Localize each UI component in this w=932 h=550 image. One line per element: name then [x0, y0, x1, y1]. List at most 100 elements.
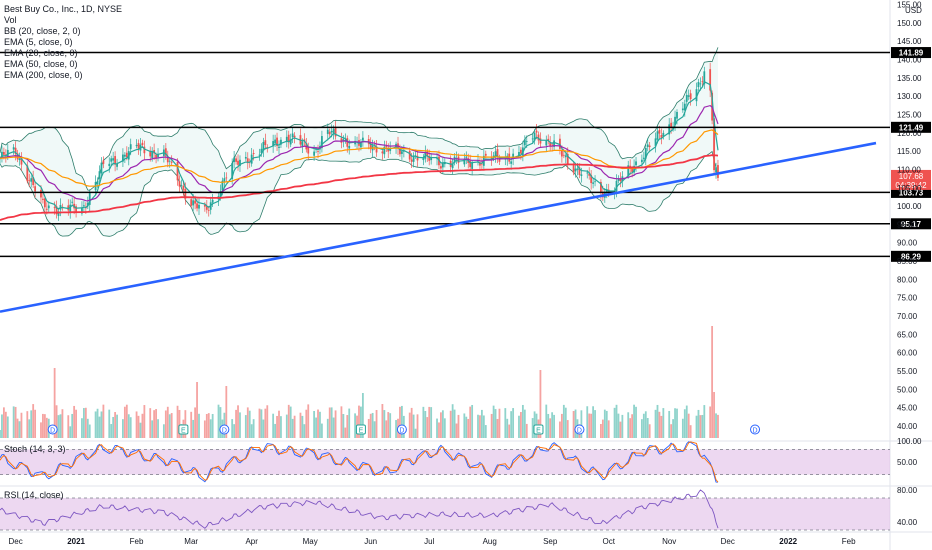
symbol-title[interactable]: Best Buy Co., Inc., 1D, NYSE [4, 4, 123, 14]
candle-body [709, 69, 712, 91]
time-tick-label: Mar [184, 537, 198, 546]
volume-bar [129, 417, 132, 438]
volume-bar [340, 406, 343, 438]
candle-body [168, 160, 171, 162]
volume-bar [149, 408, 152, 438]
volume-bar [383, 410, 386, 438]
volume-bar [644, 411, 647, 438]
price-tick-label: 120.00 [897, 129, 922, 138]
volume-bar [508, 424, 511, 438]
volume-bar [6, 416, 9, 438]
volume-bar [293, 415, 296, 438]
volume-bar [289, 406, 292, 438]
volume-bar [342, 413, 345, 438]
candle-body [307, 147, 310, 154]
volume-bar [122, 419, 124, 438]
candle-body [274, 139, 276, 143]
volume-bar [162, 424, 165, 438]
volume-bar [492, 405, 495, 438]
price-tick-label: 80.00 [897, 275, 918, 284]
trendline[interactable] [0, 141, 877, 313]
vol-label[interactable]: Vol [4, 15, 17, 25]
candle-body [235, 158, 237, 162]
candle-body [441, 162, 444, 168]
time-tick-label: Jul [424, 537, 434, 546]
candle-body [490, 157, 493, 160]
indicator-ema200[interactable]: EMA (200, close, 0) [4, 70, 83, 80]
volume-bar [681, 418, 684, 438]
candle-body [45, 208, 48, 210]
volume-bar [252, 419, 255, 438]
volume-bar [607, 420, 610, 438]
volume-bar [244, 415, 247, 438]
candle-body [321, 136, 323, 149]
candle-body [498, 158, 501, 162]
volume-bar [601, 419, 604, 438]
candle-body [375, 146, 378, 153]
earnings-marker[interactable] [178, 424, 189, 435]
volume-bar [572, 411, 575, 438]
volume-bar [317, 409, 319, 438]
indicator-ema5[interactable]: EMA (5, close, 0) [4, 37, 73, 47]
volume-bar [592, 406, 595, 438]
volume-bar [510, 411, 513, 438]
horizontal-levels[interactable]: 141.89 121.49 103.73 95.17 86.29 107.6804:39:… [0, 47, 931, 262]
volume-bar [416, 414, 419, 438]
volume-bar [135, 411, 138, 438]
volume-bar [125, 404, 128, 438]
candle-body [656, 131, 659, 140]
volume-bar [260, 409, 263, 438]
indicator-bb[interactable]: BB (20, close, 2, 0) [4, 26, 81, 36]
price-tick-label: 115.00 [897, 147, 921, 156]
volume-bar [654, 409, 657, 438]
indicator-ema20[interactable]: EMA (20, close, 0) [4, 48, 78, 58]
volume-bar [477, 414, 479, 438]
candle-body [576, 168, 579, 170]
time-tick-label: Dec [8, 537, 22, 546]
earnings-marker[interactable] [533, 424, 544, 435]
indicator-ema50[interactable]: EMA (50, close, 0) [4, 59, 78, 69]
volume-bar [640, 419, 643, 438]
dividend-marker[interactable] [396, 424, 407, 435]
candle-body [670, 122, 673, 128]
volume-bar [209, 419, 212, 438]
candle-body [471, 162, 474, 169]
dividend-marker[interactable] [574, 424, 585, 435]
candle-body [642, 157, 645, 159]
candle-body [383, 146, 386, 155]
volume-bar [71, 413, 74, 438]
candle-body [683, 103, 686, 111]
time-tick-label: Feb [130, 537, 144, 546]
volume-bar [539, 370, 542, 438]
candle-body [480, 163, 483, 165]
earnings-marker[interactable] [355, 424, 366, 435]
volume-bar [469, 406, 472, 438]
volume-bar [264, 408, 267, 438]
candle-body [518, 151, 520, 156]
dividend-marker[interactable] [219, 424, 230, 435]
price-tick-label: 70.00 [897, 312, 918, 321]
candle-body [369, 142, 372, 150]
volume-bar [387, 412, 390, 438]
candle-body [192, 200, 195, 206]
time-tick-label: 2022 [779, 537, 797, 546]
volume-bar [88, 424, 91, 438]
volume-bar [465, 416, 468, 438]
dividend-marker[interactable] [750, 424, 761, 435]
volume-bar [32, 404, 35, 438]
candle-body [108, 163, 111, 167]
dividend-marker[interactable] [47, 424, 58, 435]
trendline-group[interactable] [0, 141, 877, 313]
price-tick-label: 155.00 [897, 1, 922, 10]
volume-bar [219, 407, 222, 438]
volume-bar [615, 404, 618, 438]
candle-body [246, 158, 249, 164]
candle-body [361, 137, 364, 141]
candle-body [594, 181, 596, 183]
time-tick-label: Apr [245, 537, 258, 546]
candle-body [69, 204, 72, 213]
candle-body [6, 149, 9, 157]
level-label: 121.49 [899, 123, 924, 132]
